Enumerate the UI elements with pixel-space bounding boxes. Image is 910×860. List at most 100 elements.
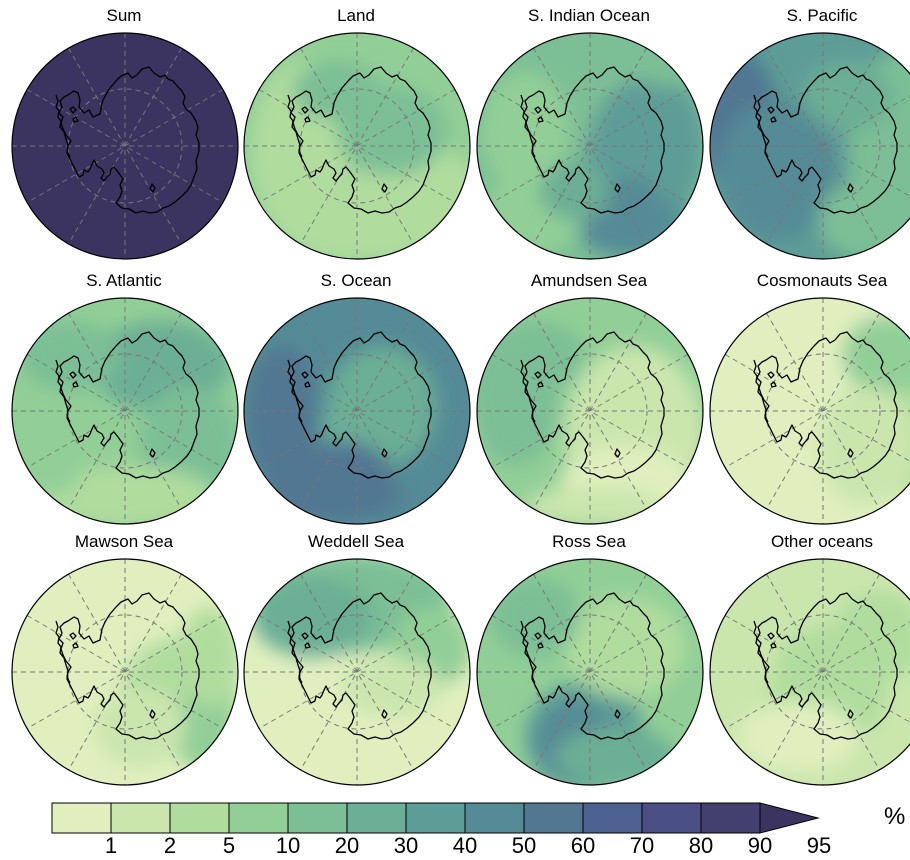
map-border [476,297,704,525]
shaded-field [477,298,703,524]
colorbar-segment [582,802,643,834]
field-blob [525,486,665,524]
colorbar-segment [523,802,584,834]
antarctica-coastline [287,592,432,740]
colorbar-tick-label: 80 [688,833,714,858]
graticule [477,33,703,259]
field-blob [803,61,893,131]
field-blob [180,607,238,707]
graticule [12,33,238,259]
map-panel: S. Pacific [706,0,910,262]
colorbar-tick-label: 90 [747,833,773,858]
colorbar-tick-label: 20 [334,833,360,858]
field-blob [555,727,675,785]
panel-title: S. Ocean [320,271,392,290]
field-blob [247,346,317,486]
map-panel: Other oceans [706,526,910,788]
shaded-field [12,559,238,785]
shaded-field [477,33,703,259]
antarctica-coastline [520,592,665,740]
colorbar-segment [700,802,761,834]
map-border [243,32,471,260]
polar-map [11,32,239,260]
graticule [710,298,910,524]
map-border [476,32,704,260]
graticule [12,298,238,524]
colorbar-segment [464,802,525,834]
polar-map [709,558,910,786]
polar-map [476,32,704,260]
shaded-field [710,298,910,524]
shaded-field [477,559,703,785]
panel-title: Amundsen Sea [530,271,648,290]
colorbar-unit-label: % [884,803,906,830]
polar-map [709,297,910,525]
graticule [477,559,703,785]
shaded-field [12,33,238,259]
map-border [11,297,239,525]
panel-title: S. Atlantic [86,271,162,290]
polar-map [709,32,910,260]
panel-title: Mawson Sea [74,532,174,551]
map-panel-grid: Sum Land S. Indian Ocean S. Pacific S. Atlan… [8,0,910,788]
map-border [11,558,239,786]
field-blob [480,71,570,191]
colorbar-tick-label: 1 [104,833,118,858]
antarctica-coastline [287,66,432,214]
graticule [244,559,470,785]
shaded-field [244,33,470,259]
polar-map [243,558,471,786]
antarctica-coastline [753,592,898,740]
colorbar-tick-label: 40 [452,833,478,858]
colorbar-scale [51,802,820,834]
panel-title: Weddell Sea [307,532,405,551]
field-blob [282,201,442,259]
antarctica-coastline [55,592,200,740]
polar-map [476,558,704,786]
field-blob [540,161,610,221]
panel-title: Land [337,6,375,25]
colorbar-tick-label: 30 [393,833,419,858]
colorbar-segment [51,802,112,834]
field-blob [292,61,382,121]
map-panel: S. Atlantic [8,265,240,527]
map-panel: Weddell Sea [240,526,472,788]
field-blob [843,316,910,396]
map-border [11,32,239,260]
colorbar-segment [405,802,466,834]
colorbar-segment [110,802,171,834]
map-panel: Mawson Sea [8,526,240,788]
shaded-field [244,559,470,785]
graticule [244,298,470,524]
colorbar-arrow [759,802,820,834]
polar-map [243,32,471,260]
antarctica-coastline [287,331,432,479]
map-border [243,558,471,786]
panel-title: S. Pacific [786,6,858,25]
graticule [710,33,910,259]
graticule [244,33,470,259]
field-blob [20,321,120,391]
map-panel: Sum [8,0,240,262]
colorbar-tick-label: 60 [570,833,596,858]
polar-map [476,297,704,525]
antarctica-coastline [520,66,665,214]
map-panel: Amundsen Sea [473,265,705,527]
graticule [477,298,703,524]
colorbar-segment [346,802,407,834]
graticule [12,559,238,785]
shaded-field [710,33,910,259]
shaded-field [12,298,238,524]
antarctica-coastline [753,66,898,214]
colorbar-tick-label: 50 [511,833,537,858]
panel-title: Other oceans [770,532,874,551]
colorbar-tick-label: 95 [806,833,832,858]
polar-map [243,297,471,525]
field-blob [718,101,838,241]
field-blob [252,577,372,657]
map-panel: S. Ocean [240,265,472,527]
colorbar-segment [641,802,702,834]
colorbar-segment [228,802,289,834]
antarctica-coastline [55,66,200,214]
field-blob [833,592,910,682]
